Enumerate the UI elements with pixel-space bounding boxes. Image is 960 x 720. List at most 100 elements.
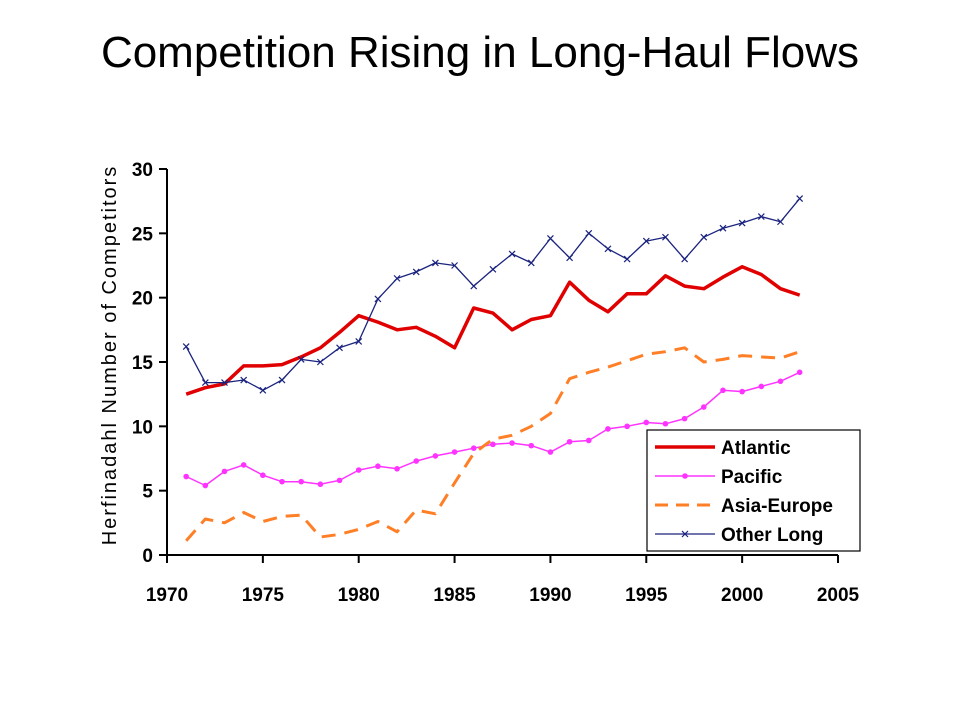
- data-point: [796, 195, 804, 203]
- marker-stroke: [393, 274, 401, 282]
- data-point: [317, 481, 324, 488]
- data-point: [221, 379, 228, 387]
- data-point: [240, 376, 248, 384]
- marker-stroke: [278, 376, 286, 384]
- x-tick-label: 1990: [529, 585, 571, 606]
- marker-stroke: [527, 259, 535, 267]
- data-point: [719, 224, 727, 232]
- marker-stroke: [182, 343, 190, 350]
- data-point: [777, 378, 784, 385]
- data-point: [355, 467, 362, 473]
- data-point: [624, 423, 630, 430]
- data-point: [260, 472, 266, 479]
- data-point: [528, 442, 535, 449]
- data-point: [221, 468, 228, 475]
- data-point: [451, 449, 458, 455]
- legend-label: Atlantic: [721, 438, 791, 459]
- series-asia-europe: [185, 346, 801, 542]
- series-layer: [182, 195, 804, 542]
- data-point: [585, 437, 592, 444]
- marker-stroke: [700, 233, 708, 241]
- data-point: [470, 282, 478, 290]
- data-point: [605, 426, 611, 432]
- marker-stroke: [297, 356, 305, 363]
- marker-stroke: [777, 218, 784, 226]
- data-point: [316, 358, 324, 366]
- data-point: [432, 453, 439, 459]
- series-line: [185, 265, 801, 396]
- data-point: [259, 386, 267, 394]
- legend-entry: Asia-Europe: [655, 496, 833, 517]
- data-point: [279, 478, 285, 485]
- data-point: [490, 441, 496, 448]
- marker-stroke: [566, 254, 574, 262]
- data-point: [509, 440, 515, 446]
- data-point: [738, 219, 746, 227]
- x-tick-label: 1985: [433, 585, 476, 606]
- data-point: [681, 415, 688, 422]
- marker-stroke: [719, 224, 727, 232]
- marker-stroke: [431, 259, 439, 267]
- data-point: [489, 265, 497, 273]
- marker-stroke: [412, 268, 420, 276]
- data-point: [202, 482, 209, 489]
- x-tick-label: 1980: [338, 585, 380, 606]
- data-point: [336, 477, 343, 484]
- data-point: [701, 404, 707, 410]
- data-point: [240, 462, 247, 468]
- data-point: [758, 383, 765, 390]
- data-point: [394, 465, 400, 472]
- data-point: [777, 218, 784, 226]
- marker-stroke: [201, 379, 209, 387]
- y-tick-label: 5: [142, 482, 153, 503]
- y-axis-label: Herfinadahl Number of Competitors: [99, 165, 121, 546]
- legend: Atlantic Pacific Asia-Europe Other Long: [646, 429, 861, 552]
- marker-stroke: [470, 282, 478, 290]
- data-point: [355, 337, 363, 345]
- data-point: [374, 295, 382, 303]
- marker-stroke: [240, 376, 248, 384]
- marker-stroke: [738, 219, 746, 227]
- chart-title: Competition Rising in Long-Haul Flows: [100, 28, 860, 77]
- data-point: [547, 449, 554, 455]
- marker-stroke: [336, 344, 343, 352]
- data-point: [298, 478, 305, 485]
- marker-stroke: [451, 262, 458, 269]
- data-point: [413, 458, 420, 464]
- y-tick-label: 10: [132, 417, 153, 438]
- data-point: [336, 344, 343, 352]
- data-point: [451, 262, 458, 269]
- data-point: [681, 255, 689, 263]
- data-point: [201, 379, 209, 387]
- data-point: [662, 233, 669, 241]
- series-atlantic: [185, 265, 801, 396]
- data-point: [682, 473, 688, 479]
- data-point: [566, 438, 573, 445]
- data-point: [182, 343, 190, 350]
- data-point: [700, 233, 708, 241]
- legend-label: Asia-Europe: [721, 496, 833, 517]
- x-tick-label: 1995: [625, 585, 668, 606]
- data-point: [527, 259, 535, 267]
- x-tick-label: 1975: [242, 585, 285, 606]
- data-point: [547, 235, 554, 242]
- data-point: [297, 356, 305, 363]
- series-pacific: [183, 369, 803, 489]
- marker-stroke: [259, 386, 267, 394]
- data-point: [585, 229, 593, 237]
- data-point: [604, 245, 612, 253]
- marker-stroke: [623, 255, 631, 263]
- data-point: [278, 376, 286, 384]
- marker-stroke: [681, 255, 689, 263]
- data-point: [566, 254, 574, 262]
- legend-entry: Atlantic: [655, 438, 791, 459]
- legend-label: Other Long: [721, 525, 823, 546]
- data-point: [643, 419, 650, 426]
- data-point: [375, 463, 381, 470]
- marker-stroke: [221, 379, 228, 387]
- marker-stroke: [374, 295, 382, 303]
- data-point: [757, 213, 765, 221]
- data-point: [642, 237, 650, 245]
- legend-entry: Pacific: [655, 467, 783, 488]
